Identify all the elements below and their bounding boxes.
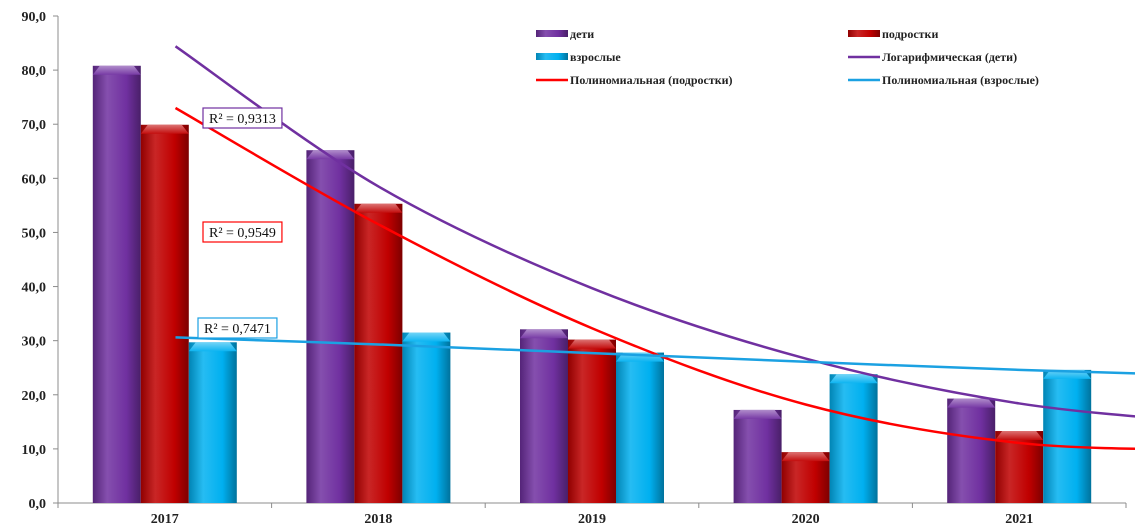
bar-cap xyxy=(402,332,451,342)
bar-cap xyxy=(829,374,878,384)
legend-label: Логарифмическая (дети) xyxy=(882,50,1017,64)
x-tick-label: 2021 xyxy=(1005,512,1033,524)
bar-взрослые-2019 xyxy=(616,352,664,503)
legend-label: Полиномиальная (подростки) xyxy=(570,73,733,87)
r2-label-2: R² = 0,9549 xyxy=(202,221,283,243)
bar-cap xyxy=(568,339,616,349)
axes: 0,0 10,0 20,0 30,0 40,0 50,0 60,0 70,0 80,0 90,0 2… xyxy=(22,10,1127,527)
y-tick-label: 50,0 xyxy=(22,226,47,241)
legend[interactable]: дети подростки взрослые Логарифмическая (де… xyxy=(536,27,1039,87)
y-tick-label: 40,0 xyxy=(22,281,47,296)
bar-cap xyxy=(92,65,141,75)
bar-подростки-2020 xyxy=(781,452,830,503)
y-tick-label: 80,0 xyxy=(22,64,47,79)
bar-body xyxy=(568,339,616,503)
bar-cap xyxy=(995,431,1044,441)
bar-cap xyxy=(354,203,403,213)
x-tick-label: 2017 xyxy=(151,512,179,524)
bar-cap xyxy=(520,329,568,339)
y-tick-label: 0,0 xyxy=(29,497,47,512)
bar-body xyxy=(520,329,568,503)
y-tick-label: 90,0 xyxy=(22,10,47,25)
legend-label: Полиномиальная (взрослые) xyxy=(882,73,1039,87)
bar-взрослые-2018 xyxy=(402,332,451,503)
r2-box xyxy=(197,317,278,339)
legend-item-5[interactable]: Полиномиальная (подростки) xyxy=(536,73,733,87)
bar-cap xyxy=(947,398,996,408)
bar-cap xyxy=(733,409,782,419)
bar-body xyxy=(947,398,996,503)
bar-cap xyxy=(140,124,189,134)
bar-body xyxy=(616,352,664,503)
bar-body xyxy=(188,342,237,503)
x-tick-label: 2020 xyxy=(792,512,820,524)
bar-подростки-2018 xyxy=(354,203,403,503)
r2-text: R² = 0,9549 xyxy=(209,226,276,241)
bar-body xyxy=(829,374,878,503)
legend-label: взрослые xyxy=(570,50,621,64)
y-tick-label: 20,0 xyxy=(22,389,47,404)
x-tick-label: 2019 xyxy=(578,512,606,524)
r2-label-3: R² = 0,7471 xyxy=(197,317,278,339)
r2-box xyxy=(202,107,283,129)
bar-дети-2021 xyxy=(947,398,996,503)
bar-дети-2017 xyxy=(92,65,141,503)
r2-label-1: R² = 0,9313 xyxy=(202,107,283,129)
y-tick-label: 30,0 xyxy=(22,335,47,350)
r2-text: R² = 0,9313 xyxy=(209,112,276,127)
trendline-3 xyxy=(175,336,1135,375)
trendline-2 xyxy=(174,106,1135,451)
bar-body xyxy=(92,65,141,503)
y-tick-label: 10,0 xyxy=(22,443,47,458)
legend-swatch-bar xyxy=(536,53,568,60)
bar-cap xyxy=(306,150,355,160)
bar-взрослые-2020 xyxy=(829,374,878,503)
bar-дети-2020 xyxy=(733,409,782,503)
bar-подростки-2017 xyxy=(140,124,189,503)
legend-swatch-bar xyxy=(536,30,568,37)
legend-item-6[interactable]: Полиномиальная (взрослые) xyxy=(848,73,1039,87)
legend-item-4[interactable]: Логарифмическая (дети) xyxy=(848,50,1017,64)
y-tick-label: 60,0 xyxy=(22,172,47,187)
bar-дети-2019 xyxy=(520,329,568,503)
bar-cap xyxy=(781,452,830,462)
bar-body xyxy=(733,409,782,503)
bar-body xyxy=(140,124,189,503)
r2-labels: R² = 0,9313 R² = 0,9549 R² = 0,7471 xyxy=(197,107,283,339)
trendlines xyxy=(174,45,1135,451)
r2-box xyxy=(202,221,283,243)
bar-дети-2018 xyxy=(306,150,355,503)
legend-item-1[interactable]: дети xyxy=(536,27,594,41)
y-tick-label: 70,0 xyxy=(22,118,47,133)
r2-text: R² = 0,7471 xyxy=(204,322,271,337)
x-tick-label: 2018 xyxy=(364,512,392,524)
bar-взрослые-2017 xyxy=(188,342,237,503)
trendline-1 xyxy=(174,45,1135,418)
bars xyxy=(92,65,1092,503)
bar-body xyxy=(306,150,355,503)
legend-item-3[interactable]: взрослые xyxy=(536,50,621,64)
legend-label: подростки xyxy=(882,27,938,41)
bar-body xyxy=(354,203,403,503)
bar-body xyxy=(1043,369,1092,503)
legend-label: дети xyxy=(570,27,594,41)
bar-body xyxy=(402,332,451,503)
bar-взрослые-2021 xyxy=(1043,369,1092,503)
legend-item-2[interactable]: подростки xyxy=(848,27,938,41)
legend-swatch-bar xyxy=(848,30,880,37)
bar-подростки-2019 xyxy=(568,339,616,503)
bar-cap xyxy=(188,342,237,352)
